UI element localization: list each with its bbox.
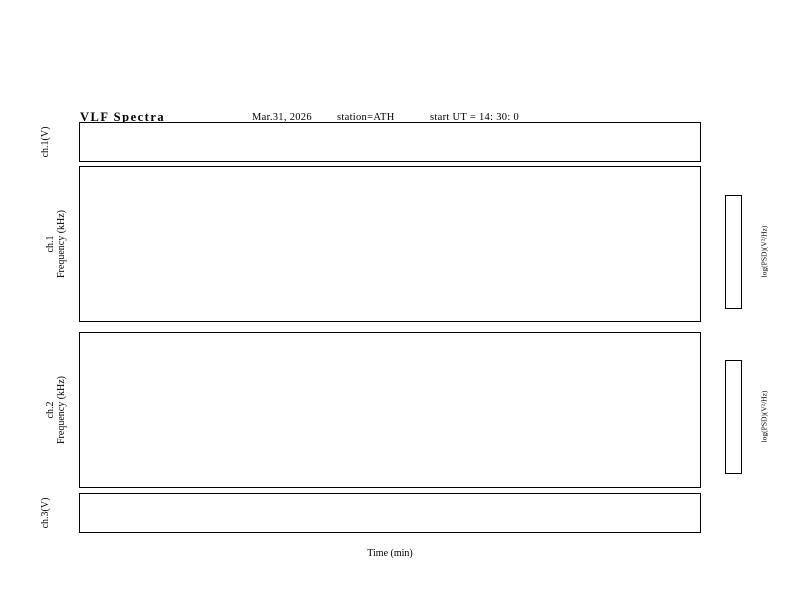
ch2-colorbar xyxy=(725,360,742,474)
ch1-label-line: ch.1 xyxy=(45,235,56,253)
colorbar2-label: log(PSD)(V²/Hz) xyxy=(759,390,769,443)
ch1-spectrogram-ylabel: ch.1 Frequency (kHz) xyxy=(45,167,67,321)
ch1-spectrogram-canvas xyxy=(79,166,701,322)
ch2-spectrogram-canvas xyxy=(79,332,701,488)
station-label: station=ATH xyxy=(337,112,395,123)
colorbar1-label: log(PSD)(V²/Hz) xyxy=(759,225,769,278)
ch1-waveform-canvas xyxy=(79,122,701,162)
x-axis-label: Time (min) xyxy=(367,548,413,559)
plot-date: Mar.31, 2026 xyxy=(252,112,312,123)
ch2-label-line: ch.2 xyxy=(45,401,56,419)
frequency-label-line: Frequency (kHz) xyxy=(56,375,67,445)
plot-title: VLF Spectra xyxy=(80,110,166,124)
ch3-waveform-ylabel: ch.3(V) xyxy=(40,497,51,529)
ch1-colorbar xyxy=(725,195,742,309)
start-ut-label: start UT = 14: 30: 0 xyxy=(430,112,520,123)
frequency-label-line: Frequency (kHz) xyxy=(56,209,67,279)
ch3-waveform-canvas xyxy=(79,493,701,533)
ch2-spectrogram-ylabel: ch.2 Frequency (kHz) xyxy=(45,333,67,487)
